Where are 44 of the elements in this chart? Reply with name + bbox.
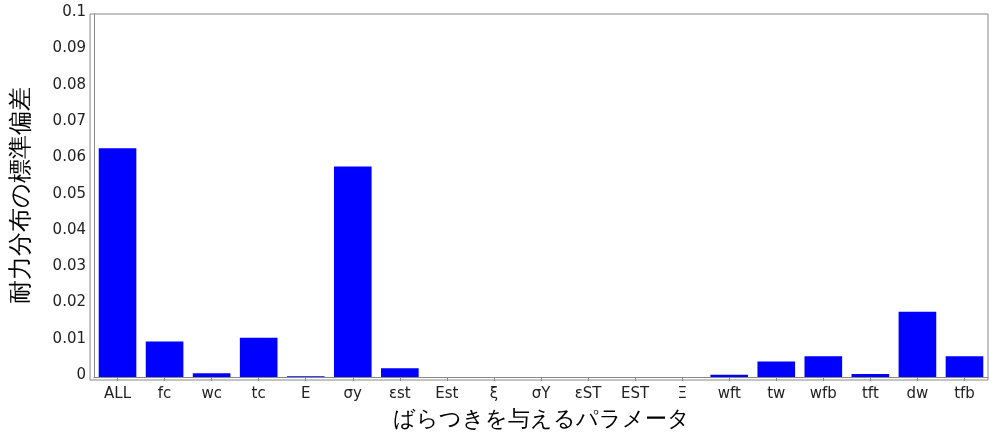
y-axis-title: 耐力分布の標準偏差 <box>6 87 34 304</box>
bar <box>333 166 372 377</box>
y-tick-label: 0.03 <box>52 256 86 275</box>
y-tick-label: 0.1 <box>62 2 86 20</box>
bar <box>192 373 231 377</box>
x-tick-label: wfb <box>809 383 837 402</box>
bar <box>851 374 890 377</box>
y-tick-label: 0 <box>76 365 86 383</box>
bar <box>381 368 419 377</box>
bar <box>710 374 749 377</box>
x-tick-label: wc <box>201 383 222 402</box>
y-tick-label: 0.01 <box>52 328 86 347</box>
x-tick-label: Est <box>435 383 459 402</box>
bar <box>898 311 937 377</box>
x-tick-label: tft <box>861 383 879 402</box>
x-tick-label: σy <box>343 383 363 402</box>
x-tick-label: ALL <box>104 383 132 402</box>
bar <box>239 337 278 377</box>
bar <box>757 361 796 377</box>
x-tick-label: εST <box>574 383 603 402</box>
y-tick-label: 0.05 <box>52 183 86 202</box>
x-tick-label: Ξ <box>677 383 687 402</box>
bar <box>145 341 184 377</box>
x-tick-label: εst <box>388 383 411 402</box>
x-tick-label: σY <box>531 383 552 402</box>
x-tick-label: tfb <box>954 383 975 402</box>
x-tick-label: E <box>300 383 311 402</box>
x-tick-label: tw <box>767 383 786 402</box>
bar <box>804 356 843 377</box>
x-tick-label: dw <box>906 383 929 402</box>
x-tick-label: fc <box>157 383 172 402</box>
y-tick-label: 0.08 <box>52 74 86 93</box>
y-tick-label: 0.09 <box>52 38 86 57</box>
x-tick-label: ξ <box>489 383 499 402</box>
y-tick-label: 0.07 <box>52 110 86 129</box>
x-tick-label: tc <box>251 383 266 402</box>
x-axis-title: ばらつきを与えるパラメータ <box>392 405 690 431</box>
x-tick-label: wft <box>717 383 741 402</box>
x-tick-label: EST <box>621 383 651 402</box>
y-tick-label: 0.06 <box>52 147 86 166</box>
y-tick-label: 0.02 <box>52 292 86 311</box>
bar <box>98 148 137 377</box>
bar <box>945 356 984 377</box>
y-tick-label: 0.04 <box>52 219 86 238</box>
